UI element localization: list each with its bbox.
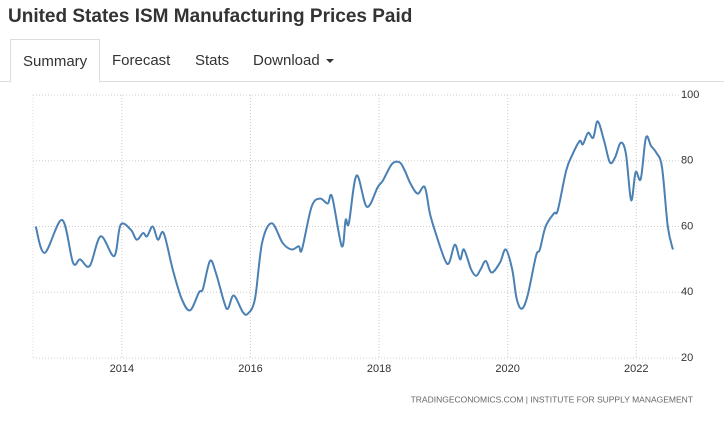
tab-label[interactable]: Forecast <box>112 52 171 69</box>
dropdown-caret[interactable] <box>325 59 334 64</box>
tab-label[interactable]: Summary <box>23 53 88 70</box>
y-tick-label: 100 <box>681 89 699 101</box>
tab-label[interactable]: Stats <box>195 52 230 69</box>
y-tick-label: 40 <box>681 286 693 298</box>
x-tick-label: 2018 <box>367 363 391 375</box>
x-tick-label: 2016 <box>238 363 262 375</box>
y-tick-label: 80 <box>681 155 693 167</box>
x-tick-label: 2014 <box>110 363 134 375</box>
source-note: TRADINGECONOMICS.COM | INSTITUTE FOR SUP… <box>411 394 693 404</box>
tab[interactable]: Download <box>241 39 346 82</box>
data-line <box>34 120 674 316</box>
page-title: United States ISM Manufacturing Prices P… <box>8 6 413 27</box>
tab[interactable]: Stats <box>183 39 241 82</box>
chart: TRADINGECONOMICS.COM | INSTITUTE FOR SUP… <box>32 89 699 404</box>
y-tick-label: 60 <box>681 220 693 232</box>
tab[interactable]: Forecast <box>100 39 182 82</box>
tab[interactable]: Summary <box>10 39 101 83</box>
y-tick-label: 20 <box>681 352 693 364</box>
tab-label[interactable]: Download <box>253 52 320 69</box>
x-tick-label: 2022 <box>624 363 648 375</box>
tab-bar: Summary Forecast Stats Download <box>0 39 724 83</box>
x-tick-label: 2020 <box>495 363 519 375</box>
